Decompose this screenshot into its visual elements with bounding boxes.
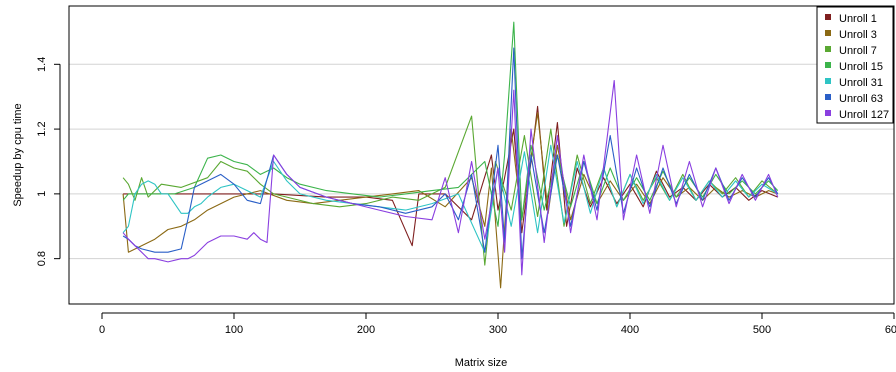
series-line-unroll-127 (122, 79, 779, 276)
legend-swatch-5 (825, 94, 831, 100)
legend-label-4: Unroll 31 (839, 77, 883, 89)
legend-label-1: Unroll 3 (839, 29, 877, 41)
legend-label-5: Unroll 63 (839, 93, 883, 105)
legend-swatch-1 (825, 30, 831, 36)
x-tick-label-4: 400 (621, 324, 639, 336)
series-line-unroll-31 (122, 144, 779, 253)
x-tick-label-3: 300 (489, 324, 507, 336)
legend-swatch-3 (825, 62, 831, 68)
series-lines (122, 21, 779, 289)
legend-label-6: Unroll 127 (839, 109, 889, 121)
y-tick-label-2: 1.2 (36, 121, 48, 136)
y-tick-label-0: 0.8 (36, 251, 48, 266)
plot-frame (68, 5, 895, 305)
y-axis-label: Speedup by cpu time (12, 103, 24, 206)
x-tick-label-5: 500 (753, 324, 771, 336)
legend-swatch-6 (825, 110, 831, 116)
x-tick-label-1: 100 (225, 324, 243, 336)
y-tick-label-3: 1.4 (36, 57, 48, 72)
series-line-unroll-7 (122, 115, 779, 266)
x-tick-label-2: 200 (357, 324, 375, 336)
x-tick-label-6: 600 (885, 324, 896, 336)
series-line-unroll-3 (122, 112, 778, 289)
legend-swatch-2 (825, 46, 831, 52)
legend-swatch-4 (825, 78, 831, 84)
x-axis: 0 100 200 300 400 500 600 (99, 312, 896, 336)
y-tick-label-1: 1 (36, 191, 48, 197)
x-axis-label: Matrix size (455, 357, 508, 369)
y-axis: 0.8 1 1.2 1.4 (36, 57, 61, 266)
x-tick-label-0: 0 (99, 324, 105, 336)
legend-label-2: Unroll 7 (839, 45, 877, 57)
series-line-unroll-1 (123, 105, 779, 247)
legend-swatch-0 (825, 14, 831, 20)
series-line-unroll-63 (122, 47, 779, 260)
legend-label-0: Unroll 1 (839, 13, 877, 25)
legend-label-3: Unroll 15 (839, 61, 883, 73)
legend: Unroll 1 Unroll 3 Unroll 7 Unroll 15 Unroll … (816, 6, 894, 124)
